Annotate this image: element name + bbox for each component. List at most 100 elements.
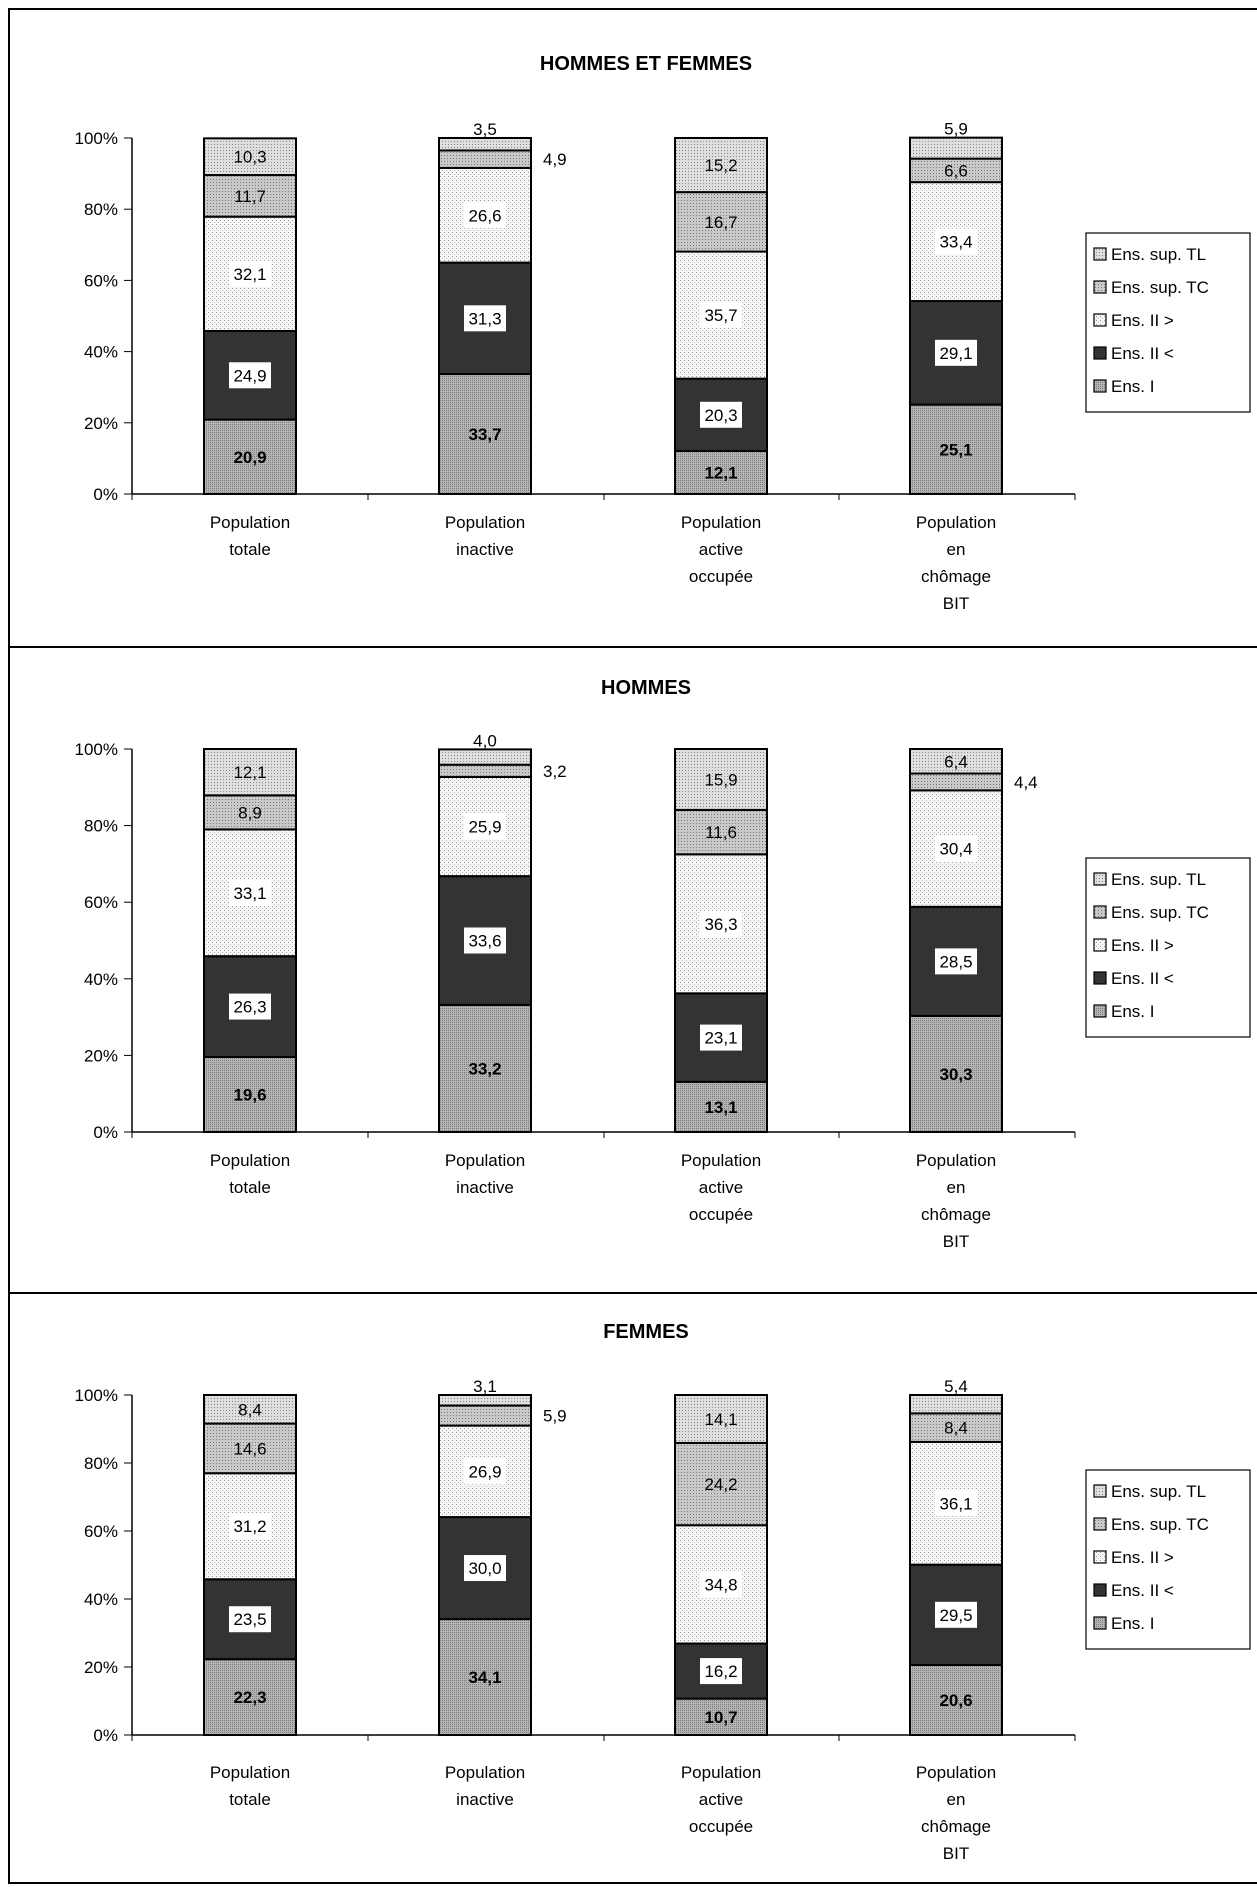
- data-label: 6,6: [944, 161, 968, 180]
- chart-title: FEMMES: [603, 1321, 689, 1343]
- y-tick-label: 40%: [84, 343, 118, 362]
- bar-segment-ens-sup-tl: [203, 748, 297, 797]
- data-label: 12,1: [233, 763, 266, 782]
- data-label: 19,6: [233, 1085, 266, 1104]
- x-tick-label: Population: [210, 513, 290, 532]
- legend-label: Ens. sup. TL: [1111, 870, 1206, 889]
- y-tick-label: 40%: [84, 970, 118, 989]
- data-label: 3,2: [543, 762, 567, 781]
- legend-swatch-ens-ii: [1093, 971, 1107, 985]
- data-label-box: [464, 305, 506, 332]
- data-label: 16,7: [704, 213, 737, 232]
- data-label: 34,1: [468, 1668, 501, 1687]
- bar-segment-ens-i: [203, 1055, 297, 1134]
- x-tick-label: chômage: [921, 1205, 991, 1224]
- legend-label: Ens. sup. TL: [1111, 245, 1206, 264]
- data-label: 5,9: [543, 1407, 567, 1426]
- x-tick-label: BIT: [943, 1844, 969, 1863]
- x-tick-label: Population: [445, 1151, 525, 1170]
- data-label-box: [700, 1571, 742, 1598]
- data-label-box: [935, 339, 977, 366]
- x-tick-label: inactive: [456, 540, 514, 559]
- data-label-box: [229, 1606, 271, 1633]
- bar-segment-ens-sup-tl: [674, 1394, 768, 1444]
- data-label: 23,5: [233, 1610, 266, 1629]
- data-label-box: [700, 910, 742, 937]
- x-tick-label: Population: [210, 1151, 290, 1170]
- bar-segment-ens-i: [674, 1697, 768, 1736]
- legend-swatch-ens-sup-tc: [1093, 905, 1107, 919]
- bar-segment-ens-sup-tl: [438, 748, 532, 766]
- legend-label: Ens. II >: [1111, 936, 1174, 955]
- legend-label: Ens. II <: [1111, 344, 1174, 363]
- data-label: 8,4: [238, 1400, 262, 1419]
- data-label-box: [935, 228, 977, 255]
- data-label: 24,9: [233, 366, 266, 385]
- data-label: 26,3: [233, 998, 266, 1017]
- data-label: 23,1: [704, 1029, 737, 1048]
- x-tick-label: BIT: [943, 1232, 969, 1251]
- legend-swatch-ens-ii: [1093, 346, 1107, 360]
- x-tick-label: Population: [916, 1763, 996, 1782]
- bar-segment-ens-sup-tl: [438, 137, 532, 152]
- y-tick-label: 0%: [93, 1726, 118, 1745]
- legend-label: Ens. II <: [1111, 1581, 1174, 1600]
- data-label-box: [464, 1458, 506, 1485]
- y-tick-label: 20%: [84, 414, 118, 433]
- data-label: 31,3: [468, 309, 501, 328]
- x-tick-label: occupée: [689, 1205, 753, 1224]
- y-tick-label: 80%: [84, 1454, 118, 1473]
- data-label: 4,9: [543, 150, 567, 169]
- legend-label: Ens. sup. TC: [1111, 1515, 1209, 1534]
- data-label-box: [464, 927, 506, 954]
- chart-panel-hommes: HOMMES 0% 20% 40% 60% 80% 100% 19,6 26,3 33,1 8,9 1…: [0, 646, 1257, 1294]
- y-tick-label: 20%: [84, 1658, 118, 1677]
- chart-title: HOMMES ET FEMMES: [540, 53, 752, 75]
- data-label: 24,2: [704, 1475, 737, 1494]
- data-label: 34,8: [704, 1575, 737, 1594]
- y-tick-label: 80%: [84, 200, 118, 219]
- bar-segment-ens-sup-tl: [909, 136, 1003, 160]
- data-label: 32,1: [233, 265, 266, 284]
- x-tick-label: Population: [210, 1763, 290, 1782]
- legend-label: Ens. sup. TL: [1111, 1482, 1206, 1501]
- data-label: 12,1: [704, 463, 737, 482]
- data-label-box: [229, 993, 271, 1020]
- data-label: 30,0: [468, 1559, 501, 1578]
- data-label-box: [229, 879, 271, 906]
- x-tick-label: occupée: [689, 1817, 753, 1836]
- y-tick-label: 0%: [93, 485, 118, 504]
- y-tick-label: 60%: [84, 271, 118, 290]
- data-label-box: [229, 260, 271, 287]
- legend-swatch-ens-i: [1093, 1004, 1107, 1018]
- data-label: 28,5: [939, 952, 972, 971]
- x-tick-label: totale: [229, 1790, 271, 1809]
- legend-swatch-ens-ii: [1093, 313, 1107, 327]
- data-label: 33,2: [468, 1059, 501, 1078]
- bar-segment-ens-sup-tc: [674, 1441, 768, 1527]
- y-tick-label: 60%: [84, 893, 118, 912]
- x-tick-label: Population: [445, 1763, 525, 1782]
- bar-segment-ens-i: [438, 1618, 532, 1736]
- bar-segment-ens-sup-tl: [909, 748, 1003, 775]
- x-tick-label: chômage: [921, 1817, 991, 1836]
- data-label: 33,7: [468, 425, 501, 444]
- data-label-box: [464, 813, 506, 840]
- bar-segment-ens-i: [203, 1658, 297, 1736]
- data-label: 8,4: [944, 1419, 968, 1438]
- data-label-box: [700, 401, 742, 428]
- x-tick-label: en: [947, 1178, 966, 1197]
- y-tick-label: 40%: [84, 1590, 118, 1609]
- bar-segment-ens-sup-tl: [909, 1394, 1003, 1415]
- bar-segment-ens-i: [909, 403, 1003, 496]
- bar-segment-ens-sup-tl: [674, 748, 768, 811]
- legend-label: Ens. sup. TC: [1111, 903, 1209, 922]
- y-tick-label: 80%: [84, 817, 118, 836]
- stacked-bar-chart-hommes-et-femmes: HOMMES ET FEMMES 0% 20% 40% 60% 80% 100% 20,9 24…: [75, 53, 1251, 613]
- x-tick-label: active: [699, 1790, 743, 1809]
- bar-segment-ens-sup-tl: [674, 137, 768, 194]
- legend-swatch-ens-sup-tl: [1093, 872, 1107, 886]
- x-tick-label: en: [947, 540, 966, 559]
- bar-segment-ens-sup-tl: [203, 1394, 297, 1425]
